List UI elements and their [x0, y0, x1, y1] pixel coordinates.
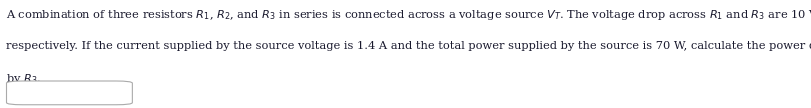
Text: by $R_3$.: by $R_3$. — [6, 72, 41, 86]
FancyBboxPatch shape — [6, 81, 132, 105]
Text: respectively. If the current supplied by the source voltage is 1.4 A and the tot: respectively. If the current supplied by… — [6, 40, 811, 51]
Text: A combination of three resistors $R_1$, $R_2$, and $R_3$ in series is connected : A combination of three resistors $R_1$, … — [6, 8, 811, 22]
